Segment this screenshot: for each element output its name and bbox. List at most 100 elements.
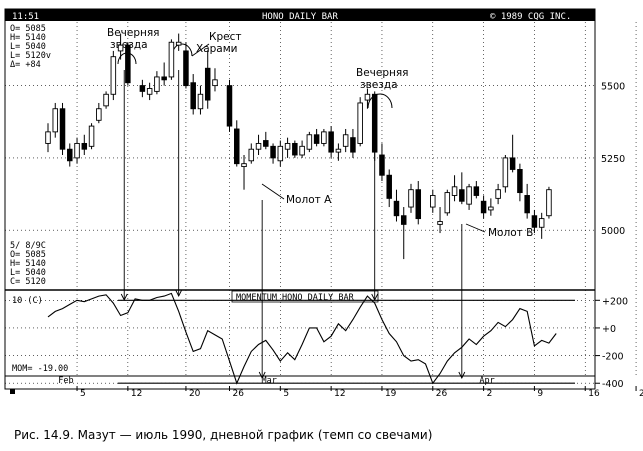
connector-arrowhead [120, 293, 128, 302]
candle-body [52, 108, 59, 133]
candle-body [81, 142, 88, 150]
candle-body [342, 134, 349, 147]
x-tick-label: 5 [283, 389, 289, 399]
candle-body [161, 76, 167, 81]
x-tick-label: 16 [588, 389, 600, 399]
candle-body [502, 157, 509, 188]
candle-body [59, 108, 66, 150]
x-month-label: Mar [262, 376, 277, 386]
candle-body [313, 134, 320, 144]
candle-body [277, 145, 284, 162]
figure-caption: Рис. 14.9. Мазут — июль 1990, дневной гр… [14, 428, 433, 442]
quote-bottom-line: O= 5085 [10, 250, 46, 260]
momentum-line [47, 292, 557, 385]
x-tick-label: 26 [233, 389, 245, 399]
candle-body [480, 200, 487, 214]
candle-body [125, 44, 131, 84]
connector-layer [120, 70, 466, 380]
momentum-y-tick-label: +200 [602, 296, 628, 307]
momentum-y-tick-label: -200 [602, 352, 624, 363]
arc-evening-star-2 [367, 93, 393, 109]
x-tick-label: 20 [189, 389, 201, 399]
momentum-layer [47, 292, 557, 385]
connector-arrowhead [175, 289, 183, 298]
candle-body [175, 41, 182, 46]
candle-body [328, 131, 334, 153]
header-copyright: © 1989 CQG INC. [490, 12, 571, 22]
pointer-harami [191, 43, 210, 57]
quote-bottom-line: H= 5140 [10, 259, 46, 269]
candle-body [430, 195, 436, 208]
candle-body [364, 93, 371, 101]
quote-bottom-line: L= 5040 [10, 268, 46, 278]
quote-bottom-line: C= 5120 [10, 277, 46, 287]
candle-body [451, 186, 458, 196]
quote-bottom-block: 5/ 8/9C O= 5085 H= 5140 L= 5040 C= 5120 [10, 241, 46, 287]
x-month-label: Apr [479, 376, 494, 386]
candle-body [495, 189, 501, 199]
candle-body [415, 189, 422, 220]
candle-body [444, 192, 451, 214]
x-tick-label: 19 [385, 389, 397, 399]
connector-arrowhead [458, 371, 466, 380]
annotation-arcs [117, 43, 393, 109]
candle-body [531, 215, 538, 228]
annotation-hammer-a: Молот А [286, 194, 332, 206]
candle-body [226, 85, 233, 127]
candle-body [371, 93, 378, 153]
momentum-y-tick-label: +0 [602, 324, 616, 335]
candle-body [321, 131, 327, 144]
candle-body [146, 88, 153, 95]
quote-bottom-line: 5/ 8/9C [10, 241, 46, 251]
candle-body [408, 189, 414, 208]
candle-layer [45, 33, 552, 260]
candle-body [292, 142, 298, 156]
momentum-y-tick-label: -400 [602, 379, 624, 390]
candle-body [546, 189, 552, 217]
quote-top-line: H= 5140 [10, 33, 46, 43]
x-tick-label: 2 [487, 389, 493, 399]
quote-top-block: O= 5085 H= 5140 L= 5040 L= 5120v Δ= +84 [10, 24, 51, 70]
y-tick-label: 5250 [601, 154, 625, 165]
candle-body [183, 50, 189, 87]
connector-arrowhead [258, 371, 266, 380]
candle-body [212, 79, 218, 87]
y-tick-label: 5000 [601, 226, 625, 237]
candle-body [459, 189, 465, 202]
momentum-param: 10 (C) [12, 296, 43, 306]
candle-body [110, 56, 117, 95]
candle-body [190, 82, 196, 110]
quote-top-line: O= 5085 [10, 24, 46, 34]
candle-body [88, 125, 95, 147]
arc-harami-cross [171, 43, 193, 57]
candle-body [45, 131, 51, 144]
header-bar [5, 9, 595, 21]
candle-body [524, 195, 530, 214]
momentum-title-box [231, 290, 379, 303]
momentum-title: MOMENTUM HONO DAILY BAR [236, 293, 355, 303]
candle-body [437, 221, 443, 225]
candle-body [386, 174, 392, 199]
pointer-hammer-a [261, 183, 285, 200]
x-month-label: Feb [58, 376, 73, 386]
axis-start-marker [10, 389, 15, 394]
annotation-hammer-b: Молот В [488, 227, 533, 239]
candle-body [248, 148, 255, 162]
candle-body [509, 157, 516, 170]
y-tick-label: 5500 [601, 82, 625, 93]
candle-body [400, 215, 407, 225]
candle-body [168, 41, 175, 78]
candle-body [538, 218, 545, 228]
header-title: HONO DAILY BAR [262, 12, 338, 22]
axis-layer: 51220265121926291623307FebMarAprMay50005… [10, 82, 643, 399]
header-time: 11:51 [12, 12, 39, 22]
x-tick-label: 12 [334, 389, 345, 399]
annotation-evening-star-2-line1: Вечерняя [356, 67, 409, 79]
candle-body [139, 85, 146, 92]
candle-body [357, 102, 363, 144]
candle-body [488, 206, 494, 211]
candle-body [117, 44, 124, 52]
candle-body [335, 148, 342, 153]
x-tick-label: 23 [639, 389, 643, 399]
